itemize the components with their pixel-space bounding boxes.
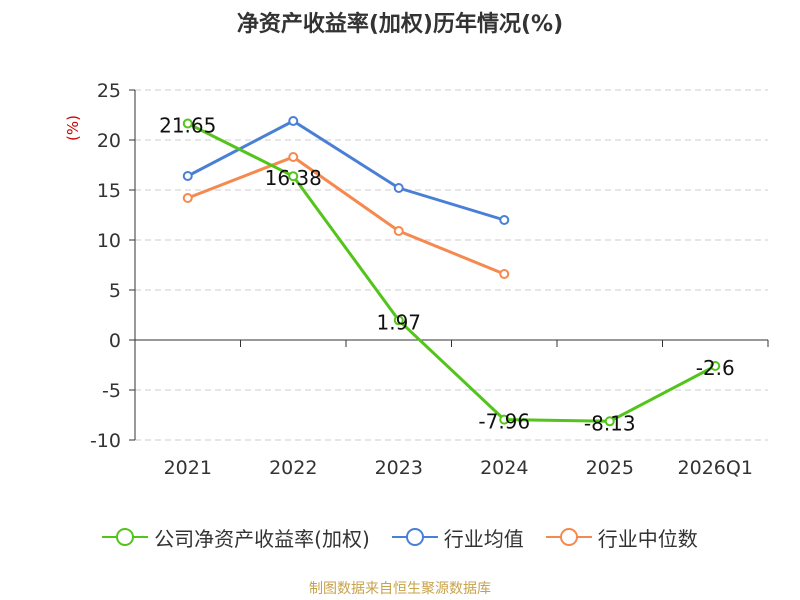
chart-title: 净资产收益率(加权)历年情况(%) [236, 12, 564, 37]
legend-label-industry-mean: 行业均值 [443, 526, 524, 551]
series-line [187, 122, 716, 423]
y-tick-label: 10 [97, 230, 121, 252]
x-tick-label: 2025 [586, 457, 634, 479]
y-tick-label: 15 [97, 180, 121, 202]
data-point [604, 416, 615, 427]
x-tick-label: 2022 [269, 457, 317, 479]
legend-marker-company [102, 528, 149, 546]
x-tick-label: 2026Q1 [678, 457, 753, 479]
data-point [288, 171, 299, 182]
data-point [182, 171, 193, 181]
y-tick-label: 5 [109, 280, 121, 302]
legend-item-company[interactable]: 公司净资产收益率(加权) [102, 523, 370, 552]
data-point [499, 414, 510, 425]
data-label: -8.13 [584, 411, 636, 435]
data-point [710, 361, 721, 371]
data-point [182, 193, 193, 203]
legend-marker-industry-mean [391, 528, 438, 546]
legend-item-industry-mean[interactable]: 行业均值 [391, 523, 524, 552]
data-point [288, 152, 299, 162]
chart-legend: 公司净资产收益率(加权) 行业均值 行业中位数 [0, 520, 800, 554]
data-point [393, 226, 404, 236]
y-tick-label: 20 [97, 130, 121, 152]
data-label: 21.65 [159, 114, 216, 138]
series-line [187, 155, 505, 276]
data-point [499, 215, 510, 225]
y-tick-label: 25 [97, 80, 121, 102]
source-note: 制图数据来自恒生聚源数据库 [309, 581, 491, 597]
data-point [288, 116, 299, 126]
data-label: 16.38 [265, 166, 322, 190]
data-label: 1.97 [376, 310, 421, 334]
legend-marker-industry-median [545, 528, 592, 546]
data-label: -7.96 [478, 410, 530, 434]
y-axis-label: (%) [64, 115, 82, 141]
y-tick-label: -5 [102, 380, 121, 402]
x-tick-label: 2023 [375, 457, 423, 479]
series-line [187, 119, 505, 222]
data-point [499, 269, 510, 279]
data-point [393, 315, 404, 326]
legend-label-industry-median: 行业中位数 [597, 526, 698, 551]
legend-item-industry-median[interactable]: 行业中位数 [545, 523, 698, 552]
data-point [182, 118, 193, 129]
x-tick-label: 2024 [480, 457, 528, 479]
y-tick-label: 0 [109, 330, 121, 352]
legend-label-company: 公司净资产收益率(加权) [154, 526, 370, 551]
data-point [393, 183, 404, 193]
x-tick-label: 2021 [164, 457, 212, 479]
data-label: -2.6 [696, 356, 735, 380]
y-tick-label: -10 [90, 430, 121, 452]
